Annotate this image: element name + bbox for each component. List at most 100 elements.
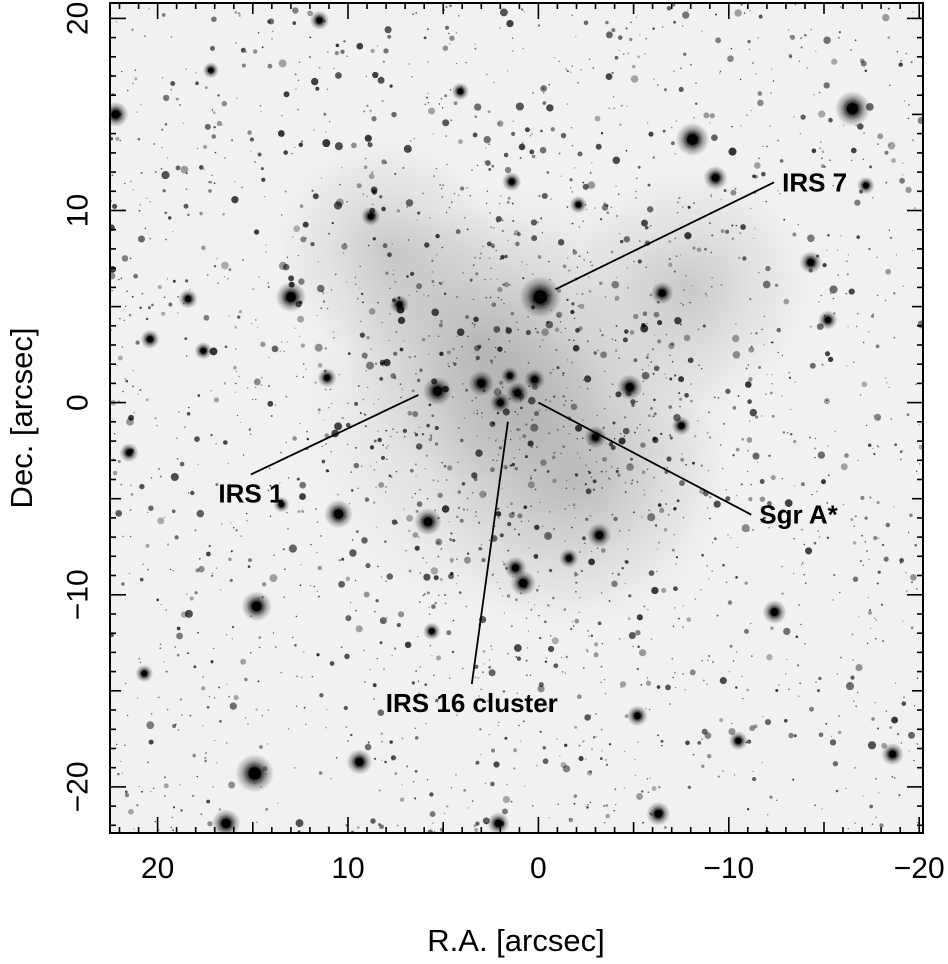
faint-star: [746, 688, 750, 692]
faint-star: [696, 247, 702, 252]
faint-star: [866, 642, 869, 644]
faint-star: [747, 364, 750, 366]
faint-star: [279, 350, 282, 353]
faint-star: [221, 124, 224, 126]
faint-star: [204, 756, 207, 760]
faint-star: [175, 165, 181, 171]
bright-star-core: [432, 386, 443, 396]
faint-star: [330, 289, 333, 291]
faint-star: [639, 34, 641, 36]
faint-star: [743, 12, 746, 14]
faint-star: [531, 133, 533, 135]
faint-star: [341, 243, 348, 250]
faint-star: [385, 430, 388, 432]
bright-star-core: [634, 712, 641, 720]
faint-star: [857, 459, 859, 462]
faint-star: [884, 377, 887, 379]
faint-star: [161, 146, 163, 149]
faint-star: [267, 286, 270, 288]
faint-star: [146, 511, 149, 513]
faint-star: [645, 266, 647, 268]
bright-star-core: [888, 750, 897, 758]
faint-star: [627, 287, 629, 289]
faint-star: [762, 716, 764, 718]
faint-star: [298, 142, 304, 148]
faint-star: [823, 36, 831, 44]
faint-star: [442, 184, 445, 187]
faint-star: [653, 477, 655, 479]
faint-star: [708, 655, 711, 657]
faint-star: [228, 781, 236, 789]
faint-star: [437, 492, 443, 499]
faint-star: [753, 162, 761, 169]
x-tick-label: −10: [703, 852, 754, 885]
faint-star: [530, 423, 539, 432]
faint-star: [588, 290, 592, 293]
faint-star: [196, 509, 205, 518]
faint-star: [501, 386, 504, 388]
bright-star-core: [208, 67, 214, 73]
faint-star: [510, 502, 513, 506]
faint-star: [872, 313, 874, 316]
faint-star: [502, 561, 504, 563]
faint-star: [627, 617, 631, 621]
faint-star: [189, 596, 194, 601]
faint-star: [209, 180, 213, 184]
faint-star: [671, 360, 674, 363]
x-tick-label: −20: [894, 852, 945, 885]
faint-star: [573, 488, 576, 490]
faint-star: [677, 201, 679, 203]
faint-star: [484, 493, 487, 495]
faint-star: [452, 348, 455, 350]
faint-star: [138, 785, 140, 788]
faint-star: [261, 46, 264, 49]
faint-star: [421, 337, 426, 342]
faint-star: [662, 129, 666, 133]
faint-star: [856, 235, 860, 239]
faint-star: [629, 463, 631, 466]
faint-star: [165, 238, 167, 241]
faint-star: [821, 520, 824, 523]
faint-star: [868, 247, 871, 251]
faint-star: [553, 57, 556, 59]
faint-star: [763, 315, 766, 318]
faint-star: [710, 251, 712, 254]
faint-star: [413, 137, 416, 140]
faint-star: [444, 25, 450, 30]
faint-star: [866, 550, 868, 552]
faint-star: [601, 487, 603, 489]
faint-star: [294, 643, 297, 647]
faint-star: [847, 254, 849, 256]
faint-star: [719, 444, 722, 446]
faint-star: [413, 698, 416, 702]
faint-star: [433, 674, 435, 677]
faint-star: [813, 541, 817, 545]
faint-star: [669, 354, 671, 357]
bright-star-core: [423, 517, 433, 527]
bright-star-core: [687, 133, 699, 145]
faint-star: [488, 257, 491, 260]
faint-star: [520, 406, 523, 410]
faint-star: [211, 174, 213, 177]
faint-star: [658, 541, 660, 544]
faint-star: [453, 193, 456, 195]
faint-star: [297, 510, 301, 513]
faint-star: [485, 822, 488, 824]
faint-star: [469, 278, 473, 282]
faint-star: [748, 48, 751, 51]
faint-star: [636, 793, 644, 800]
faint-star: [500, 255, 505, 260]
faint-star: [441, 461, 444, 464]
faint-star: [804, 34, 807, 37]
faint-star: [564, 327, 567, 330]
faint-star: [523, 10, 525, 13]
faint-star: [770, 626, 774, 630]
faint-star: [652, 436, 657, 441]
faint-star: [678, 376, 685, 383]
faint-star: [235, 370, 238, 373]
faint-star: [706, 431, 709, 434]
faint-star: [405, 199, 414, 207]
faint-star: [646, 677, 649, 679]
faint-star: [616, 276, 618, 279]
faint-star: [768, 527, 770, 529]
